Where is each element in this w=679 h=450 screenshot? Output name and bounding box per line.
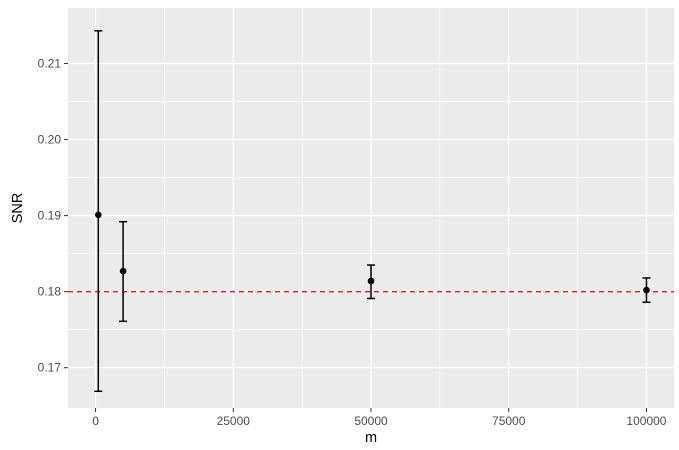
x-tick-label: 25000 bbox=[217, 414, 251, 428]
x-tick-label: 100000 bbox=[626, 414, 666, 428]
x-tick-label: 0 bbox=[92, 414, 99, 428]
data-point bbox=[95, 211, 102, 219]
x-axis-title: m bbox=[365, 430, 377, 446]
y-axis-title: SNR bbox=[10, 193, 26, 224]
y-tick-label: 0.20 bbox=[38, 133, 62, 147]
y-tick-label: 0.17 bbox=[38, 361, 62, 375]
x-tick-label: 50000 bbox=[354, 414, 388, 428]
data-point bbox=[643, 286, 650, 294]
x-axis-ticks: 0 25000 50000 75000 100000 bbox=[92, 408, 667, 428]
y-tick-label: 0.18 bbox=[38, 285, 62, 299]
error-bar bbox=[94, 30, 103, 393]
y-axis-ticks: 0.17 0.18 0.19 0.20 0.21 bbox=[38, 57, 68, 375]
data-point bbox=[367, 277, 375, 285]
data-points bbox=[95, 211, 650, 294]
x-tick-label: 75000 bbox=[492, 414, 526, 428]
data-point bbox=[119, 267, 127, 275]
y-tick-label: 0.19 bbox=[38, 209, 62, 223]
y-tick-label: 0.21 bbox=[38, 57, 62, 71]
